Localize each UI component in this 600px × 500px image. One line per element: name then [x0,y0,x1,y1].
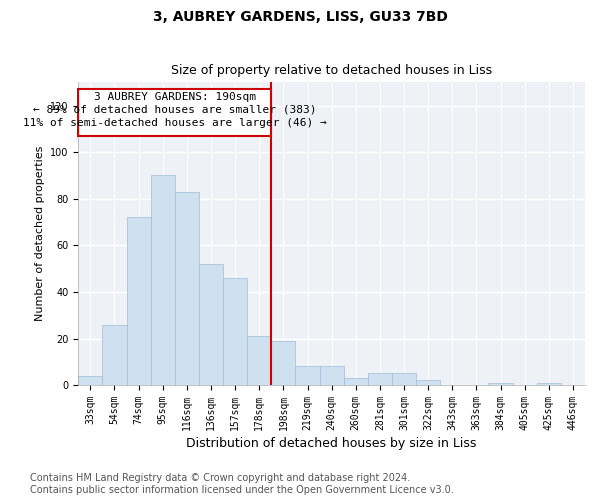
Text: 11% of semi-detached houses are larger (46) →: 11% of semi-detached houses are larger (… [23,118,326,128]
Bar [416,380,440,385]
Y-axis label: Number of detached properties: Number of detached properties [35,146,44,322]
Bar [247,336,271,385]
Text: 3 AUBREY GARDENS: 190sqm: 3 AUBREY GARDENS: 190sqm [94,92,256,102]
X-axis label: Distribution of detached houses by size in Liss: Distribution of detached houses by size … [187,437,477,450]
Bar [295,366,320,385]
Bar [320,366,344,385]
Bar [103,324,127,385]
Title: Size of property relative to detached houses in Liss: Size of property relative to detached ho… [171,64,492,77]
Bar [151,176,175,385]
Text: Contains HM Land Registry data © Crown copyright and database right 2024.
Contai: Contains HM Land Registry data © Crown c… [30,474,454,495]
Bar [488,383,512,385]
Bar [537,383,561,385]
Text: 3, AUBREY GARDENS, LISS, GU33 7BD: 3, AUBREY GARDENS, LISS, GU33 7BD [152,10,448,24]
Text: ← 89% of detached houses are smaller (383): ← 89% of detached houses are smaller (38… [33,105,317,115]
Bar [271,341,295,385]
Bar [199,264,223,385]
Bar [175,192,199,385]
Bar [223,278,247,385]
Bar [368,374,392,385]
Bar [127,218,151,385]
Bar [392,374,416,385]
Bar [344,378,368,385]
FancyBboxPatch shape [79,90,271,136]
Bar [79,376,103,385]
